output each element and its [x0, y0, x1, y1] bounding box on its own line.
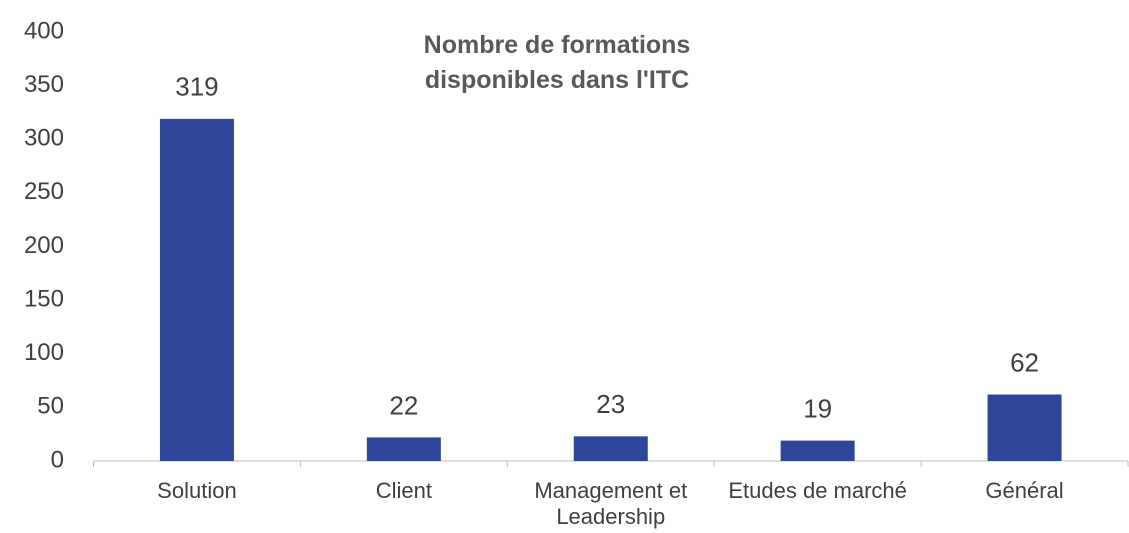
bar — [159, 118, 234, 461]
data-label: 19 — [803, 393, 832, 423]
x-tick-label: Solution — [157, 478, 237, 503]
y-tick-label: 200 — [24, 232, 64, 259]
y-tick-label: 300 — [24, 125, 64, 152]
x-tick-label: Client — [375, 478, 432, 503]
y-tick-label: 0 — [51, 446, 64, 473]
data-label: 62 — [1010, 347, 1039, 377]
bar — [987, 394, 1062, 461]
data-label: 319 — [175, 72, 218, 102]
data-label: 23 — [596, 389, 625, 419]
bar — [366, 437, 441, 461]
bar — [573, 436, 648, 461]
y-tick-label: 250 — [24, 178, 64, 205]
bar — [780, 440, 855, 461]
y-tick-label: 100 — [24, 339, 64, 366]
y-tick-label: 350 — [24, 71, 64, 98]
x-tick-label: Etudes de marché — [728, 478, 907, 503]
data-label: 22 — [389, 390, 418, 420]
y-tick-label: 400 — [24, 17, 64, 44]
x-tick-label: Général — [985, 478, 1064, 503]
x-tick-label: Management et Leadership — [534, 478, 688, 529]
chart-title: Nombre de formations disponibles dans l'… — [423, 31, 691, 94]
y-tick-label: 50 — [37, 393, 64, 420]
y-tick-label: 150 — [24, 285, 64, 312]
